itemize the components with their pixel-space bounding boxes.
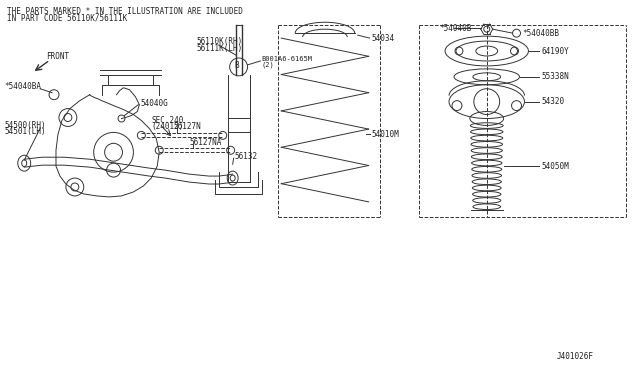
Text: B001A6-6165M: B001A6-6165M bbox=[262, 56, 312, 62]
Text: SEC.240: SEC.240 bbox=[151, 116, 184, 125]
Text: 54034: 54034 bbox=[372, 33, 395, 43]
Text: 56127NA: 56127NA bbox=[189, 138, 221, 147]
Text: 54501(LH): 54501(LH) bbox=[4, 127, 46, 136]
Text: *54040BA: *54040BA bbox=[4, 82, 42, 91]
Text: *54040B: *54040B bbox=[439, 24, 472, 33]
Text: J401026F: J401026F bbox=[556, 352, 593, 361]
Text: 54050M: 54050M bbox=[541, 162, 569, 171]
Text: 64190Y: 64190Y bbox=[541, 46, 569, 55]
Text: (2): (2) bbox=[262, 62, 274, 68]
Text: FRONT: FRONT bbox=[46, 52, 69, 61]
Text: 56132: 56132 bbox=[235, 152, 258, 161]
Text: 56127N: 56127N bbox=[173, 122, 201, 131]
Text: 55338N: 55338N bbox=[541, 72, 569, 81]
Text: 54040G: 54040G bbox=[140, 99, 168, 108]
Text: 56111K(LH): 56111K(LH) bbox=[197, 44, 243, 52]
Text: 54320: 54320 bbox=[541, 97, 564, 106]
Text: 54500(RH): 54500(RH) bbox=[4, 121, 46, 130]
Text: B: B bbox=[235, 61, 239, 70]
Text: 54010M: 54010M bbox=[372, 130, 399, 139]
Text: *54040BB: *54040BB bbox=[522, 29, 559, 38]
Text: 56110K(RH): 56110K(RH) bbox=[197, 36, 243, 46]
Text: (24012): (24012) bbox=[151, 122, 184, 131]
Text: IN PART CODE 56110K/56111K: IN PART CODE 56110K/56111K bbox=[7, 14, 127, 23]
Text: THE PARTS MARKED * IN THE ILLUSTRATION ARE INCLUDED: THE PARTS MARKED * IN THE ILLUSTRATION A… bbox=[7, 7, 243, 16]
